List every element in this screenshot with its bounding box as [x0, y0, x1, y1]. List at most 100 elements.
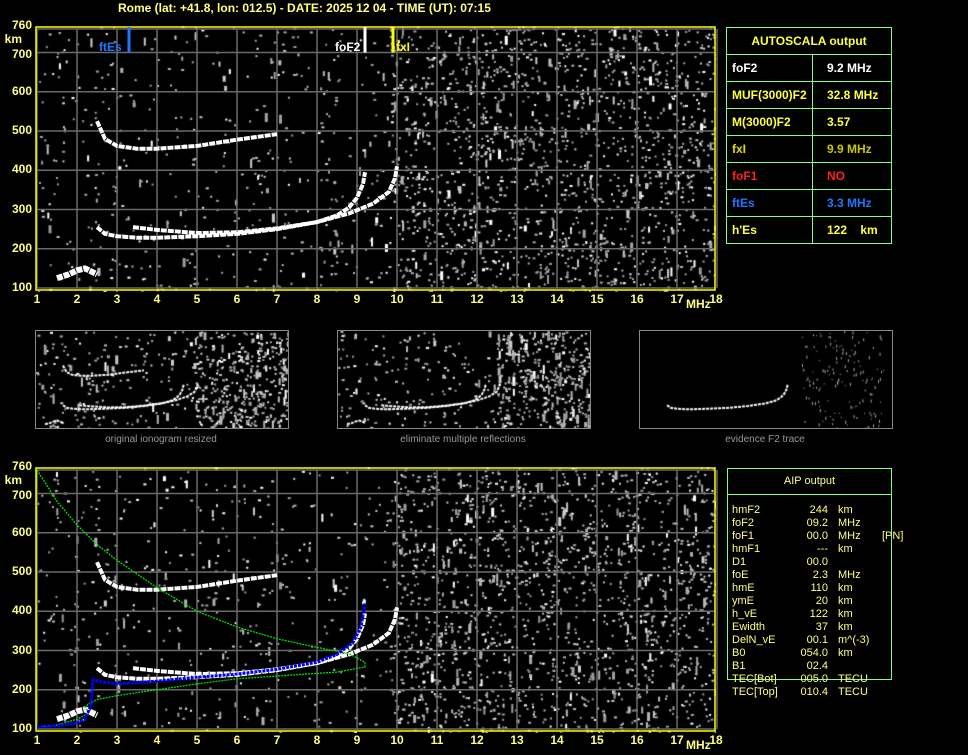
y-tick-label: 500: [11, 564, 32, 579]
param-unit: TECU: [838, 673, 868, 685]
thumbnail-original: [35, 330, 289, 429]
ionogram-bottom-plot: [36, 467, 716, 733]
x-tick-label: 2: [73, 733, 81, 747]
x-tick-label: 13: [510, 733, 524, 747]
trace-f2-2hop: [95, 561, 278, 592]
aip-output-panel: AIP output: [727, 468, 892, 680]
x-tick-label: 3: [113, 292, 121, 306]
param-name: foF1: [732, 530, 755, 542]
y-tick-label: 500: [11, 123, 32, 138]
param-value: ---: [817, 543, 828, 555]
param-flag: [882, 660, 902, 673]
x-tick-label: 14: [550, 733, 564, 747]
aip-title: AIP output: [728, 469, 891, 495]
autoscala-row-m-3000-f2: M(3000)F2 3.57: [727, 109, 891, 136]
param-unit: TECU: [838, 686, 868, 698]
param-flag: [882, 543, 902, 556]
param-value: 9.9 MHz: [827, 142, 872, 156]
param-unit: km: [838, 595, 853, 607]
x-tick-label: 6: [233, 292, 241, 306]
param-unit: [838, 556, 882, 569]
param-unit: km: [838, 647, 853, 659]
y-tick-label: 300: [11, 642, 32, 657]
param-unit: MHz: [838, 517, 861, 529]
param-value: 110: [810, 582, 828, 594]
x-tick-label: 11: [430, 292, 444, 306]
param-value: NO: [827, 169, 845, 183]
param-value: 02.4: [806, 660, 828, 672]
autoscala-row-fof2: foF2 9.2 MHz: [727, 55, 891, 82]
x-tick-label: 3: [113, 733, 121, 747]
param-name: B1: [732, 660, 746, 672]
x-tick-label: 1: [33, 733, 41, 747]
thumbnail-label: evidence F2 trace: [725, 434, 805, 445]
thumbnail-label: original ionogram resized: [105, 434, 217, 445]
param-flag: [882, 556, 902, 569]
y-tick-label: 700: [11, 487, 32, 502]
electron-density-profile: [36, 469, 366, 728]
param-flag: [882, 595, 902, 608]
marker-label-fxi: fxI: [396, 40, 411, 54]
marker-label-fof2: foF2: [335, 40, 361, 54]
plot-frame: [35, 26, 716, 291]
thumbnail-label: eliminate multiple reflections: [400, 434, 526, 445]
x-tick-label: 9: [353, 292, 361, 306]
param-name: DelN_vE: [732, 634, 776, 646]
param-value: 00.0: [806, 556, 828, 568]
param-value: 2.3: [812, 569, 828, 581]
x-tick-label: 12: [470, 733, 484, 747]
param-name: h'Es: [727, 217, 813, 243]
param-unit: [838, 660, 882, 673]
param-name: hmE: [732, 582, 755, 594]
x-tick-label: 15: [590, 733, 604, 747]
param-flag: [882, 582, 902, 595]
param-name: foF2: [727, 55, 813, 81]
x-tick-label: 18: [709, 733, 723, 747]
ionogram-top-plot: [36, 26, 716, 292]
x-axis-unit: MHz: [686, 297, 711, 311]
param-flag: [882, 686, 902, 699]
aip-row: foE 2.3 MHz: [732, 569, 902, 582]
param-flag: [882, 517, 902, 530]
thumbnail-eliminate-multiple: [337, 330, 591, 429]
autoscala-row-fof1: foF1 NO: [727, 163, 891, 190]
x-tick-label: 12: [470, 292, 484, 306]
param-unit: km: [838, 582, 853, 594]
x-tick-label: 14: [550, 292, 564, 306]
ionogram-title: Rome (lat: +41.8, lon: 012.5) - DATE: 20…: [118, 1, 491, 15]
param-name: foE: [732, 569, 749, 581]
x-tick-label: 7: [273, 292, 281, 306]
x-tick-label: 7: [273, 733, 281, 747]
x-tick-label: 4: [153, 292, 161, 306]
x-tick-label: 8: [313, 292, 321, 306]
y-tick-label: 700: [11, 46, 32, 61]
aip-row: hmE 110 km: [732, 582, 902, 595]
y-tick-label: 400: [11, 162, 32, 177]
x-tick-label: 2: [73, 292, 81, 306]
y-axis-unit: km: [4, 32, 22, 46]
x-tick-label: 13: [510, 292, 524, 306]
ionogram-top-traces: [35, 26, 718, 291]
x-tick-label: 5: [193, 733, 201, 747]
y-tick-label: 300: [11, 201, 32, 216]
x-tick-label: 17: [670, 733, 684, 747]
param-name: ftEs: [727, 190, 813, 216]
param-value: 122 km: [827, 223, 878, 237]
autoscala-output-panel: AUTOSCALA output foF2 9.2 MHz MUF(3000)F2 3…: [726, 27, 892, 244]
aip-row: foF1 00.0 MHz [PN]: [732, 530, 903, 543]
param-name: hmF2: [732, 504, 761, 516]
y-tick-label: 760: [11, 459, 32, 473]
thumbnail-f2-trace: [639, 330, 893, 429]
param-name: M(3000)F2: [727, 109, 813, 135]
x-tick-label: 5: [193, 292, 201, 306]
marker-label-ftes: ftEs: [99, 40, 122, 54]
param-name: foF1: [727, 163, 813, 189]
y-tick-label: 760: [11, 18, 32, 32]
autoscala-row-h-es: h'Es 122 km: [727, 217, 891, 243]
param-value: 37: [815, 621, 828, 633]
aip-row: foF2 09.2 MHz: [732, 517, 902, 530]
param-value: 9.2 MHz: [827, 61, 872, 75]
trace-f2-x: [132, 607, 399, 677]
x-tick-label: 9: [353, 733, 361, 747]
